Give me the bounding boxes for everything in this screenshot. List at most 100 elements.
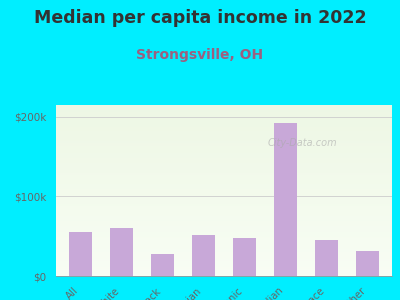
Bar <box>56 105 392 107</box>
Bar <box>56 161 392 163</box>
Bar <box>56 119 392 120</box>
Bar <box>56 129 392 131</box>
Bar <box>192 235 215 276</box>
Bar <box>56 256 392 257</box>
Bar <box>56 274 392 276</box>
Bar <box>56 245 392 247</box>
Bar <box>56 247 392 249</box>
Bar <box>56 139 392 141</box>
Bar <box>56 192 392 194</box>
Bar <box>56 206 392 208</box>
Bar <box>56 160 392 161</box>
Bar <box>56 163 392 165</box>
Bar <box>56 112 392 114</box>
Bar <box>56 214 392 216</box>
Bar <box>56 235 392 237</box>
Bar <box>56 110 392 112</box>
Bar <box>56 269 392 271</box>
Bar <box>56 122 392 124</box>
Bar <box>56 237 392 239</box>
Bar <box>56 167 392 168</box>
Bar <box>56 124 392 125</box>
Bar <box>56 184 392 185</box>
Bar <box>56 137 392 139</box>
Bar <box>56 273 392 274</box>
Bar <box>56 153 392 154</box>
Bar <box>56 168 392 170</box>
Bar <box>356 250 379 276</box>
Bar <box>56 197 392 199</box>
Bar <box>56 232 392 233</box>
Bar <box>56 189 392 190</box>
Bar <box>56 209 392 211</box>
Bar <box>56 196 392 197</box>
Bar <box>56 221 392 223</box>
Bar <box>233 238 256 276</box>
Bar <box>56 261 392 262</box>
Bar <box>56 120 392 122</box>
Bar <box>56 144 392 146</box>
Bar <box>56 151 392 153</box>
Bar <box>56 225 392 226</box>
Bar <box>56 271 392 273</box>
Bar <box>56 108 392 110</box>
Bar <box>56 115 392 117</box>
Bar <box>56 134 392 136</box>
Bar <box>56 158 392 160</box>
Bar <box>56 107 392 108</box>
Bar <box>56 238 392 240</box>
Text: Strongsville, OH: Strongsville, OH <box>136 48 264 62</box>
Bar <box>56 266 392 268</box>
Bar <box>56 240 392 242</box>
Bar <box>56 177 392 178</box>
Bar <box>56 127 392 129</box>
Bar <box>56 233 392 235</box>
Bar <box>56 262 392 264</box>
Bar <box>56 216 392 218</box>
Bar <box>56 201 392 203</box>
Bar <box>56 190 392 192</box>
Bar <box>56 165 392 167</box>
Bar <box>56 170 392 172</box>
Bar <box>56 117 392 119</box>
Bar <box>56 185 392 187</box>
Bar <box>56 208 392 209</box>
Bar <box>151 254 174 276</box>
Bar <box>56 149 392 151</box>
Text: Median per capita income in 2022: Median per capita income in 2022 <box>34 9 366 27</box>
Bar <box>274 123 297 276</box>
Bar <box>56 211 392 213</box>
Bar <box>110 228 133 276</box>
Bar <box>56 125 392 127</box>
Bar <box>56 113 392 115</box>
Bar <box>56 242 392 244</box>
Bar <box>56 244 392 245</box>
Bar <box>56 228 392 230</box>
Bar <box>56 136 392 137</box>
Bar <box>56 178 392 180</box>
Bar <box>56 154 392 156</box>
Bar <box>69 232 92 276</box>
Bar <box>56 141 392 142</box>
Bar <box>56 213 392 214</box>
Bar <box>56 250 392 252</box>
Bar <box>56 223 392 225</box>
Bar <box>56 199 392 201</box>
Bar <box>56 173 392 175</box>
Bar <box>56 259 392 261</box>
Bar <box>56 218 392 220</box>
Bar <box>56 230 392 232</box>
Bar <box>56 194 392 196</box>
Bar <box>56 252 392 254</box>
Bar <box>56 182 392 184</box>
Bar <box>56 175 392 177</box>
Bar <box>56 249 392 250</box>
Bar <box>56 172 392 173</box>
Bar <box>56 187 392 189</box>
Bar <box>56 220 392 221</box>
Bar <box>56 257 392 259</box>
Bar <box>56 131 392 132</box>
Bar <box>56 146 392 148</box>
Bar <box>56 142 392 144</box>
Bar <box>56 180 392 182</box>
